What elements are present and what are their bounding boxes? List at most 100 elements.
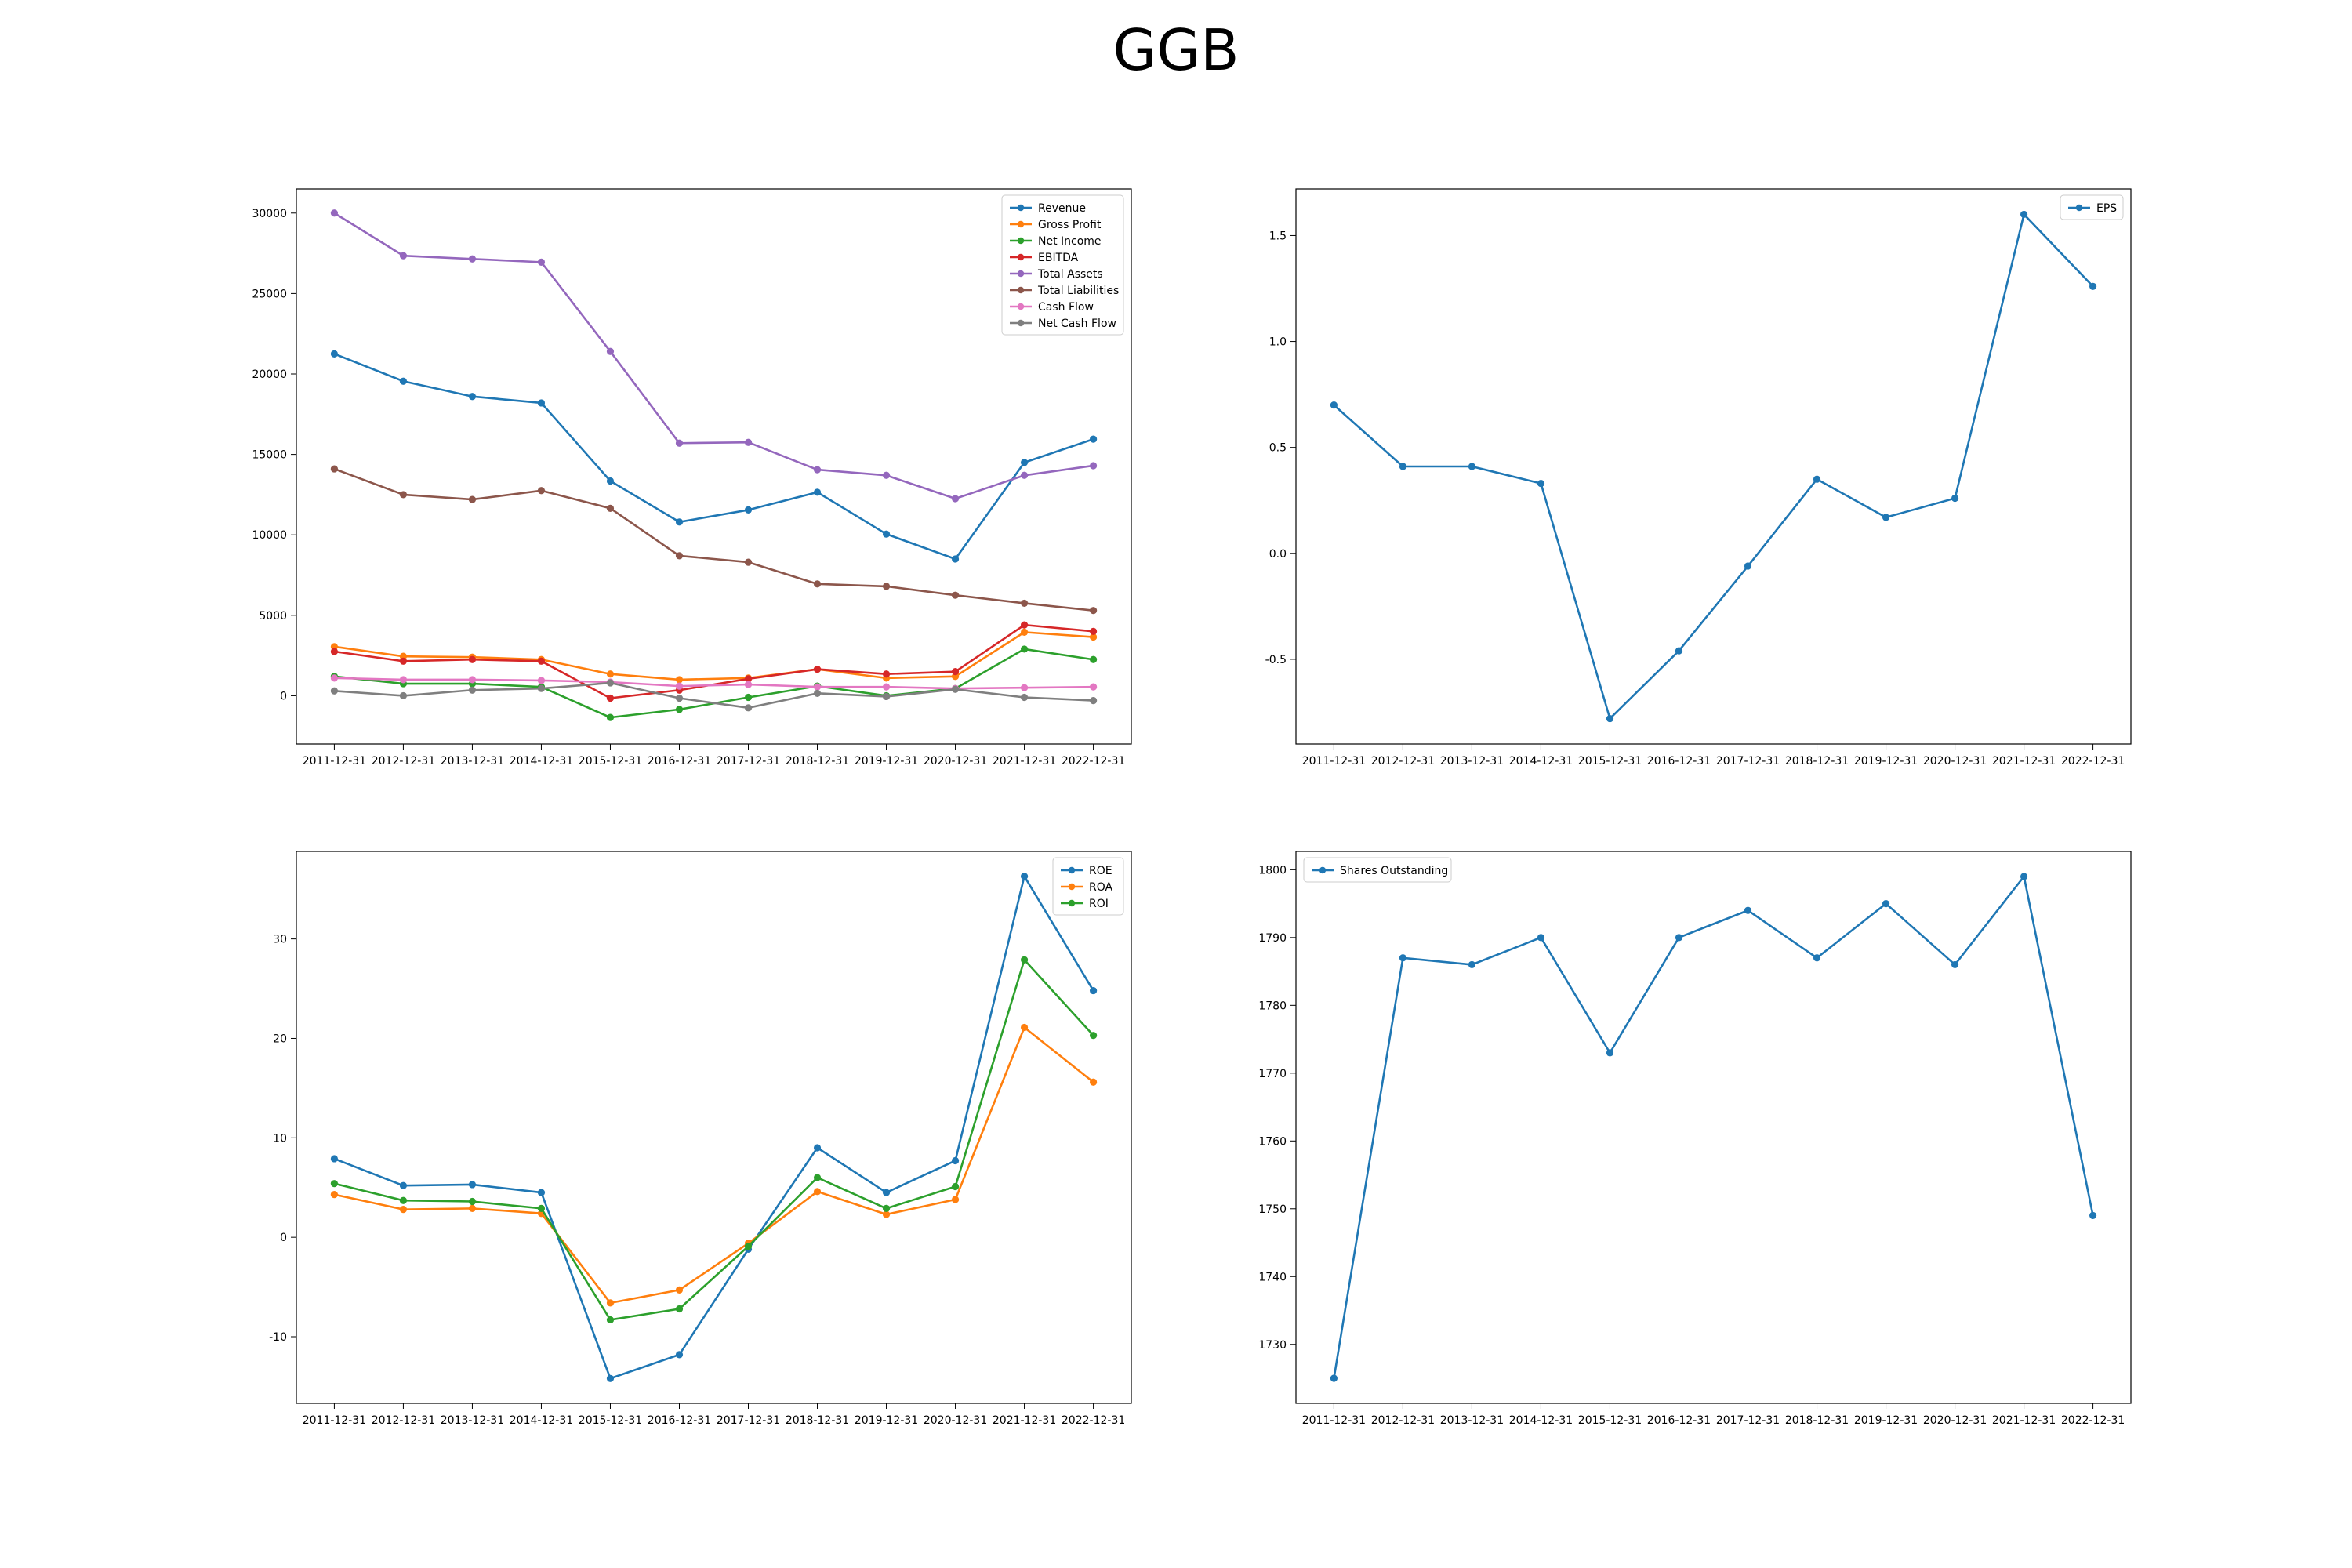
series-line-net-cash-flow <box>334 681 1094 710</box>
data-point-revenue <box>813 488 822 496</box>
x-tick-label: 2018-12-31 <box>1785 755 1849 768</box>
data-point-ebitda <box>606 694 615 702</box>
x-tick-label: 2021-12-31 <box>993 755 1056 768</box>
legend: Revenue Gross Profit Net Income EBITDA Total… <box>1001 194 1124 336</box>
data-point-total-assets <box>882 471 891 479</box>
legend-marker <box>1017 303 1025 310</box>
data-point-total-assets <box>813 466 822 474</box>
data-point-revenue <box>1020 459 1029 466</box>
legend-marker <box>1017 270 1025 278</box>
x-tick-label: 2017-12-31 <box>717 1414 780 1427</box>
data-point-total-assets <box>330 209 339 217</box>
data-point-total-liabilities <box>951 591 960 599</box>
x-tick-label: 2011-12-31 <box>303 755 366 768</box>
data-point-shares-outstanding <box>1606 1049 1614 1057</box>
x-tick-label: 2015-12-31 <box>1578 1414 1642 1427</box>
legend-label: Total Liabilities <box>1037 285 1119 297</box>
series-line-total-assets <box>333 212 1094 500</box>
data-point-total-liabilities <box>675 552 684 560</box>
data-point-eps <box>1744 562 1752 570</box>
chart-financials: 2011-12-31 2012-12-31 2013-12-31 2014-12-31… <box>252 188 1132 768</box>
data-point-total-liabilities <box>537 487 546 495</box>
data-point-total-assets <box>744 438 753 446</box>
legend: Shares Outstanding <box>1303 857 1452 883</box>
data-point-roe <box>675 1351 684 1359</box>
legend-label: Total Assets <box>1037 268 1103 281</box>
data-point-net-cash-flow <box>882 692 891 701</box>
data-point-shares-outstanding <box>1399 954 1407 962</box>
data-point-net-cash-flow <box>1020 693 1029 702</box>
x-tick-label: 2014-12-31 <box>1509 1414 1573 1427</box>
data-point-roi <box>537 1204 546 1212</box>
x-tick-label: 2016-12-31 <box>648 755 711 768</box>
y-tick-label: 0 <box>280 1232 287 1244</box>
data-point-eps <box>1468 463 1476 470</box>
y-tick-label: 1760 <box>1258 1135 1287 1148</box>
data-point-gross-profit <box>675 676 684 684</box>
x-tick-label: 2020-12-31 <box>924 1414 987 1427</box>
data-point-eps <box>2089 282 2097 290</box>
data-point-net-cash-flow <box>1089 696 1098 705</box>
x-tick-label: 2017-12-31 <box>717 755 780 768</box>
data-point-total-assets <box>537 258 546 266</box>
x-tick-label: 2013-12-31 <box>1440 1414 1504 1427</box>
data-point-cash-flow <box>468 676 477 684</box>
data-point-total-assets <box>1020 471 1029 479</box>
data-point-roi <box>468 1197 477 1206</box>
series-line-eps <box>1333 213 2094 720</box>
data-point-eps <box>1951 494 1959 503</box>
y-tick-label: 30000 <box>252 208 287 220</box>
data-point-roe <box>813 1144 822 1152</box>
x-tick-label: 2020-12-31 <box>924 755 987 768</box>
x-tick-label: 2012-12-31 <box>1371 1414 1435 1427</box>
data-point-cash-flow <box>882 683 891 691</box>
x-tick-label: 2015-12-31 <box>1578 755 1642 768</box>
series-line-revenue <box>333 353 1094 561</box>
series-line-gross-profit <box>334 631 1094 681</box>
figure-title: GGB <box>1112 17 1240 83</box>
data-point-roa <box>399 1206 408 1214</box>
data-point-roe <box>1020 873 1029 880</box>
y-tick-label: 15000 <box>252 449 287 462</box>
legend-label: Shares Outstanding <box>1340 865 1448 877</box>
y-tick-label: 1800 <box>1258 864 1287 877</box>
data-point-cash-flow <box>1020 684 1029 691</box>
data-point-total-liabilities <box>744 558 753 566</box>
data-point-shares-outstanding <box>1813 954 1821 962</box>
legend-marker <box>1068 899 1076 907</box>
legend-label: Cash Flow <box>1038 301 1094 314</box>
data-point-total-liabilities <box>813 580 822 588</box>
data-point-eps <box>1537 480 1545 488</box>
data-point-shares-outstanding <box>2020 873 2028 880</box>
legend-label: ROE <box>1089 865 1112 877</box>
chart-eps: 2011-12-31 2012-12-31 2013-12-31 2014-12-31… <box>1265 188 2132 768</box>
data-point-eps <box>2020 210 2028 219</box>
data-point-shares-outstanding <box>1882 899 1890 908</box>
data-point-cash-flow <box>813 683 822 691</box>
data-point-ebitda <box>1020 621 1029 629</box>
x-tick-label: 2019-12-31 <box>855 1414 918 1427</box>
legend-label: Revenue <box>1038 202 1086 215</box>
data-point-roa <box>468 1204 477 1212</box>
data-point-cash-flow <box>537 677 546 684</box>
data-point-roe <box>951 1156 960 1165</box>
y-tick-label: -0.5 <box>1265 654 1287 666</box>
y-tick-label: 10000 <box>252 529 287 542</box>
legend-marker <box>2075 204 2083 212</box>
data-point-roi <box>399 1196 408 1204</box>
series-line-cash-flow <box>334 677 1094 690</box>
x-tick-label: 2019-12-31 <box>855 755 918 768</box>
data-point-revenue <box>606 477 615 485</box>
x-tick-label: 2018-12-31 <box>786 755 849 768</box>
data-point-revenue <box>744 506 753 514</box>
y-tick-label: 10 <box>273 1132 287 1145</box>
data-point-roe <box>882 1189 891 1196</box>
y-tick-label: -10 <box>269 1331 287 1344</box>
data-point-roe <box>537 1189 546 1196</box>
legend-marker <box>1017 204 1025 212</box>
data-point-gross-profit <box>606 670 615 678</box>
data-point-total-liabilities <box>330 465 339 473</box>
data-point-revenue <box>951 555 960 563</box>
x-tick-label: 2014-12-31 <box>510 1414 573 1427</box>
x-tick-label: 2016-12-31 <box>1647 755 1711 768</box>
